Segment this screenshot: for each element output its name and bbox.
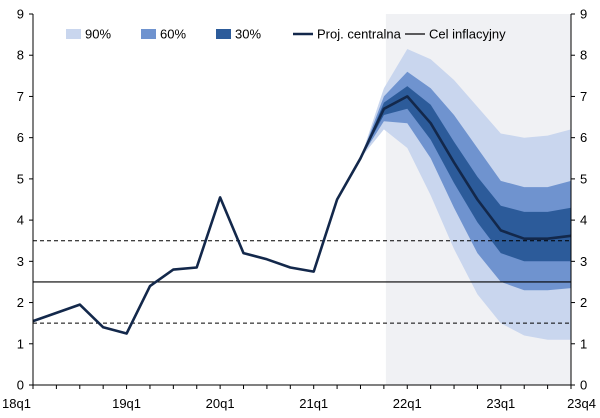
right-y-tick-label: 9 (580, 7, 587, 22)
left-y-tick-label: 9 (17, 7, 24, 22)
right-y-tick-label: 8 (580, 48, 587, 63)
x-tick-label: 23q1 (486, 396, 515, 411)
legend-label: 30% (235, 27, 261, 42)
left-y-tick-label: 2 (17, 295, 24, 310)
right-y-tick-label: 4 (580, 213, 587, 228)
x-tick-label: 20q1 (206, 396, 235, 411)
right-y-tick-label: 0 (580, 378, 587, 393)
band-30 (360, 86, 571, 262)
axes (29, 13, 575, 389)
central-projection-line (32, 95, 572, 335)
left-y-tick-label: 8 (17, 48, 24, 63)
legend: 90% 60% 30% Proj. centralna Cel inflacyjny (66, 27, 506, 42)
legend-label: 60% (160, 27, 186, 42)
legend-label: Cel inflacyjny (429, 27, 506, 42)
x-tick-label: 23q4 (567, 396, 596, 411)
left-y-tick-label: 3 (17, 254, 24, 269)
left-y-tick-label: 7 (17, 89, 24, 104)
right-y-tick-label: 3 (580, 254, 587, 269)
x-tick-label: 19q1 (112, 396, 141, 411)
left-y-tick-label: 1 (17, 336, 24, 351)
reference-lines (33, 240, 571, 324)
legend-label: Proj. centralna (317, 27, 402, 42)
tick-labels: 0 0 1 1 2 2 3 3 4 4 5 5 6 6 7 7 8 8 9 9 18q1 19q1 20q1 21q1 22q1… (2, 7, 596, 412)
legend-swatch (216, 29, 231, 39)
left-y-tick-label: 6 (17, 130, 24, 145)
x-tick-label: 21q1 (299, 396, 328, 411)
x-tick-label: 18q1 (2, 396, 31, 411)
right-y-tick-label: 1 (580, 336, 587, 351)
right-y-tick-label: 2 (580, 295, 587, 310)
left-y-tick-label: 0 (17, 378, 24, 393)
x-tick-label: 22q1 (393, 396, 422, 411)
right-y-tick-label: 5 (580, 171, 587, 186)
right-y-tick-label: 7 (580, 89, 587, 104)
left-y-tick-label: 4 (17, 213, 24, 228)
legend-label: 90% (85, 27, 111, 42)
right-y-tick-label: 6 (580, 130, 587, 145)
left-y-tick-label: 5 (17, 171, 24, 186)
central-projection (32, 95, 572, 335)
legend-swatch (141, 29, 156, 39)
legend-swatch (66, 29, 81, 39)
